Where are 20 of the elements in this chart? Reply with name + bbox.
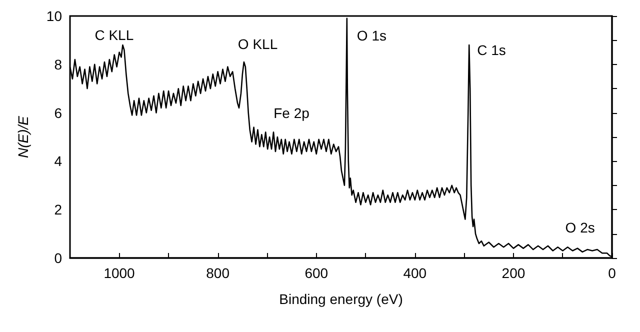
x-tick-label: 400 — [403, 265, 427, 281]
annotation: O 2s — [565, 220, 595, 236]
y-tick-label: 2 — [54, 202, 62, 218]
x-tick-label: 800 — [206, 265, 230, 281]
y-tick-label: 6 — [54, 104, 62, 121]
annotation: C 1s — [477, 42, 506, 58]
annotation: O 1s — [356, 27, 386, 44]
x-axis-title: Binding energy (eV) — [279, 291, 403, 307]
x-tick-label: 600 — [304, 265, 328, 281]
x-tick-label: 1000 — [104, 265, 136, 281]
y-tick-label: 8 — [54, 56, 62, 72]
y-tick-label: 10 — [46, 8, 62, 24]
x-tick-label: 200 — [502, 265, 526, 281]
x-tick-label: 0 — [608, 265, 616, 281]
annotation: Fe 2p — [274, 105, 310, 122]
y-tick-label: 0 — [54, 250, 62, 266]
y-axis-title: N(E)/E — [15, 115, 31, 158]
annotation: O KLL — [238, 36, 278, 52]
annotation: C KLL — [94, 27, 134, 44]
y-tick-label: 4 — [54, 153, 62, 170]
